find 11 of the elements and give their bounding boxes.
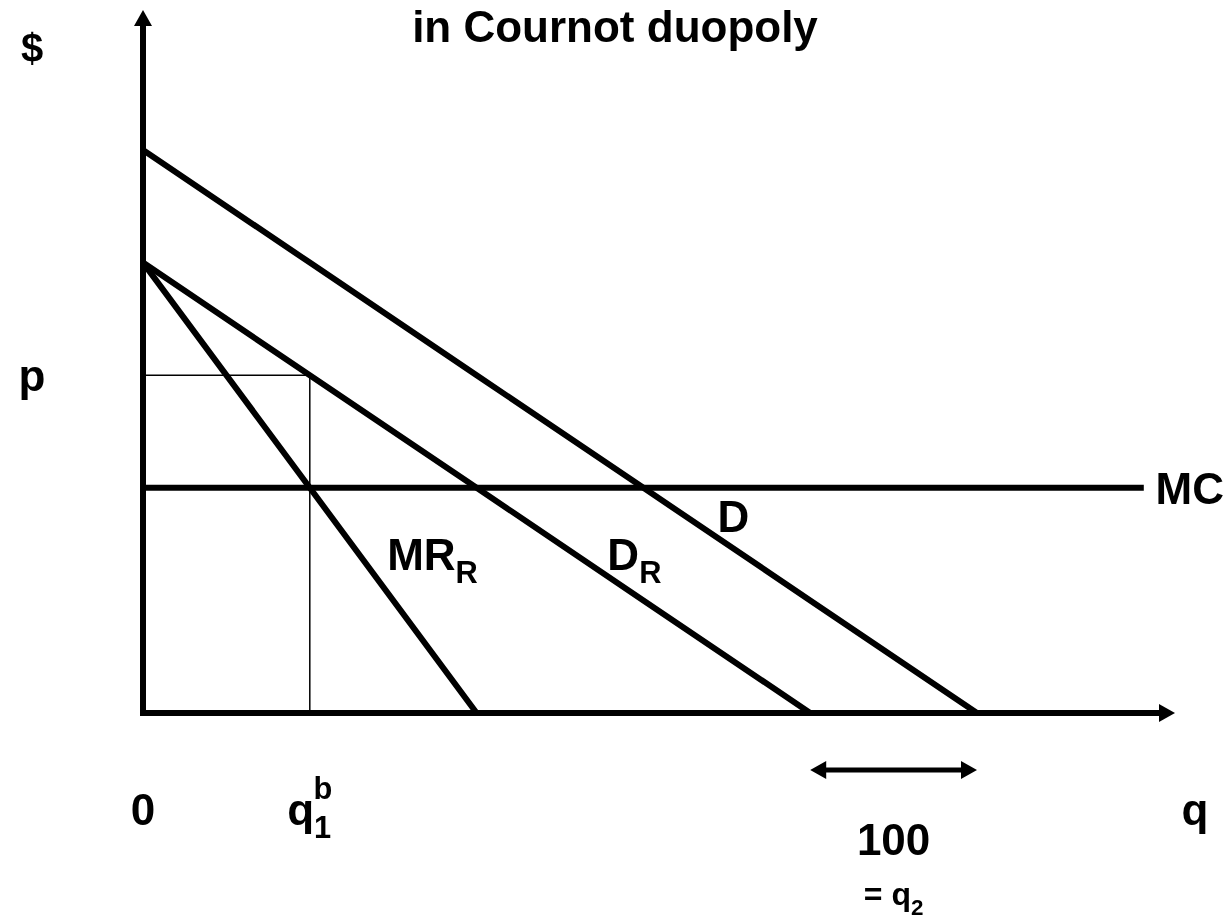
ref-line-label: p [18, 351, 46, 401]
x-tick-label: 0 [130, 785, 156, 834]
text: = q$_{2}$ [863, 876, 924, 920]
text: 100 [856, 815, 931, 864]
x-axis-title: q [1181, 785, 1209, 834]
chart-title: in Cournot duopoly [412, 2, 819, 51]
series-label: MC [1155, 463, 1224, 513]
series-label: D$_{R}$ [607, 529, 662, 591]
series-label: MR$_{R}$ [387, 529, 478, 591]
y-axis-title: $ [20, 26, 44, 70]
series-label: D [717, 491, 750, 541]
